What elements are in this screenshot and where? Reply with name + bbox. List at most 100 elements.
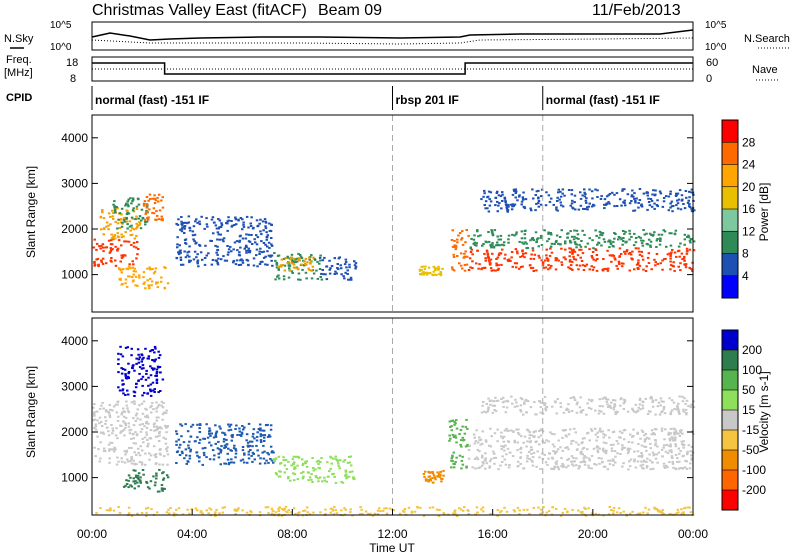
data-cell xyxy=(554,259,557,262)
data-cell xyxy=(561,449,564,452)
data-cell xyxy=(246,461,249,464)
data-cell xyxy=(476,230,479,233)
data-cell xyxy=(478,436,481,439)
data-cell xyxy=(127,205,130,208)
data-cell xyxy=(528,434,532,437)
data-cell xyxy=(149,437,152,440)
data-cell xyxy=(642,459,646,462)
data-cell xyxy=(477,467,480,470)
data-cell xyxy=(221,431,224,434)
data-cell xyxy=(155,382,159,384)
data-cell xyxy=(133,237,137,240)
data-cell xyxy=(571,199,574,202)
data-cell xyxy=(607,513,611,516)
data-cell xyxy=(198,431,202,433)
data-cell xyxy=(490,246,493,249)
data-cell xyxy=(114,264,118,267)
data-cell xyxy=(161,489,164,492)
data-cell xyxy=(640,242,644,245)
data-cell xyxy=(487,408,490,411)
data-cell xyxy=(669,255,672,258)
data-cell xyxy=(293,260,296,263)
data-cell xyxy=(567,403,570,406)
data-cell xyxy=(120,225,124,228)
data-cell xyxy=(101,401,104,404)
data-cell xyxy=(637,406,640,409)
data-cell xyxy=(247,453,250,456)
data-cell xyxy=(282,459,285,462)
data-cell xyxy=(206,225,209,228)
data-cell xyxy=(241,237,245,240)
data-cell xyxy=(680,199,684,202)
data-cell xyxy=(334,509,337,512)
data-cell xyxy=(141,375,145,378)
data-cell xyxy=(131,260,134,263)
data-cell xyxy=(576,233,580,236)
data-cell xyxy=(101,431,105,434)
data-cell xyxy=(267,461,270,464)
data-cell xyxy=(539,411,542,414)
data-cell xyxy=(107,410,110,413)
data-cell xyxy=(153,367,156,370)
data-cell xyxy=(196,262,199,265)
data-cell xyxy=(119,345,122,348)
data-cell xyxy=(537,400,541,403)
data-cell xyxy=(678,429,682,432)
data-cell xyxy=(125,202,128,205)
data-cell xyxy=(537,254,540,257)
data-cell xyxy=(451,229,454,232)
data-cell xyxy=(598,462,601,465)
data-cell xyxy=(433,273,436,276)
data-cell xyxy=(294,512,297,515)
data-cell xyxy=(614,258,617,261)
data-cell xyxy=(569,241,572,244)
data-cell xyxy=(689,462,692,465)
data-cell xyxy=(121,283,124,285)
data-cell xyxy=(530,459,533,462)
data-cell xyxy=(499,238,503,241)
data-cell xyxy=(266,263,269,266)
data-cell xyxy=(472,433,476,436)
colorbar-swatch xyxy=(722,330,738,351)
data-cell xyxy=(418,268,422,271)
data-cell xyxy=(147,376,150,379)
data-cell xyxy=(570,249,574,252)
data-cell xyxy=(485,403,488,405)
data-cell xyxy=(665,464,668,467)
data-cell xyxy=(148,198,152,200)
data-cell xyxy=(108,251,112,254)
data-cell xyxy=(136,284,139,287)
data-cell xyxy=(683,397,686,400)
data-cell xyxy=(641,407,645,410)
data-cell xyxy=(124,374,127,377)
data-cell xyxy=(330,265,334,267)
data-cell xyxy=(188,245,191,248)
data-cell xyxy=(108,449,111,452)
data-cell xyxy=(468,257,472,260)
data-cell xyxy=(653,453,656,456)
colorbar-swatch xyxy=(722,390,738,411)
data-cell xyxy=(195,451,198,454)
data-cell xyxy=(572,250,575,253)
data-cell xyxy=(121,379,124,382)
data-cell xyxy=(240,431,244,434)
data-cell xyxy=(155,372,158,375)
data-cell xyxy=(612,512,615,515)
data-cell xyxy=(385,507,388,510)
data-cell xyxy=(645,460,648,463)
data-cell xyxy=(459,439,463,442)
data-cell xyxy=(653,202,656,205)
data-cell xyxy=(681,512,684,515)
data-cell xyxy=(612,443,615,446)
data-cell xyxy=(203,257,207,259)
data-cell xyxy=(661,205,665,208)
data-cell xyxy=(592,447,596,450)
data-cell xyxy=(343,459,347,462)
data-cell xyxy=(507,429,510,432)
data-cell xyxy=(517,428,520,431)
data-cell xyxy=(601,460,604,463)
data-cell xyxy=(127,422,130,425)
data-cell xyxy=(530,209,533,212)
data-cell xyxy=(120,457,123,460)
data-cell xyxy=(535,269,538,272)
